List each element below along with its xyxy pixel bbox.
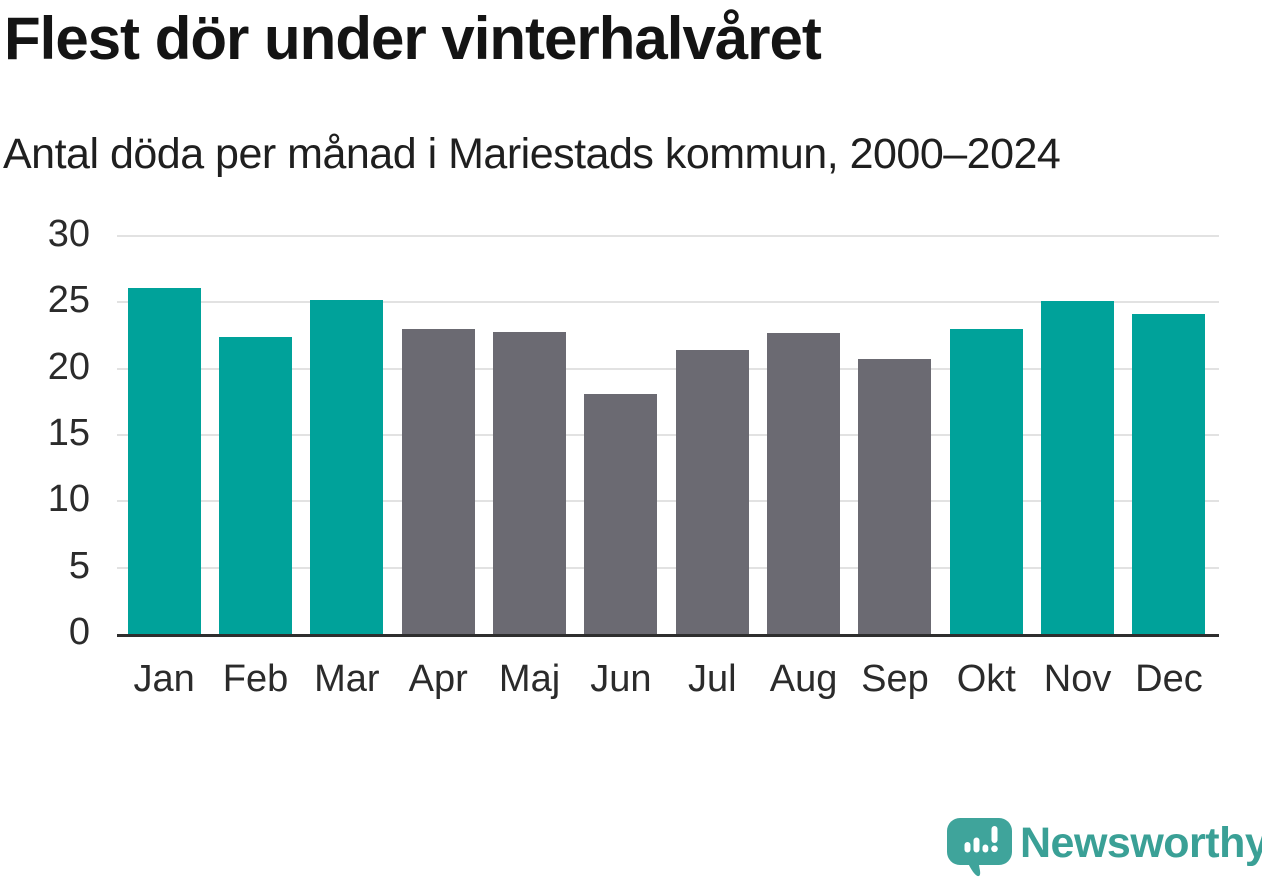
- bar-jun: [584, 393, 658, 634]
- bar-feb: [219, 336, 293, 634]
- bar-dec: [1132, 314, 1206, 634]
- x-axis-label-jan: Jan: [133, 658, 195, 700]
- y-axis-tick-label: 25: [47, 279, 90, 322]
- gridline-y-5: [117, 566, 1219, 569]
- newsworthy-speech-bubble-icon: [947, 818, 1012, 877]
- x-axis-baseline: [117, 634, 1219, 637]
- bar-aug: [767, 332, 841, 634]
- bar-mar: [310, 299, 384, 634]
- bar-maj: [493, 331, 567, 634]
- bar-nov: [1041, 301, 1115, 634]
- x-axis-label-sep: Sep: [861, 658, 929, 700]
- gridline-y-20: [117, 367, 1219, 370]
- gridline-y-10: [117, 500, 1219, 503]
- y-axis-tick-label: 30: [47, 212, 90, 255]
- x-axis-label-nov: Nov: [1043, 658, 1112, 700]
- y-axis-tick-label: 0: [68, 610, 90, 653]
- chart-subtitle: Antal döda per månad i Mariestads kommun…: [3, 130, 1061, 178]
- gridline-y-25: [117, 301, 1219, 304]
- newsworthy-logo: Newsworthy: [946, 817, 1262, 878]
- chart-title: Flest dör under vinterhalvåret: [4, 5, 822, 72]
- newsworthy-brand-text: Newsworthy: [1020, 819, 1262, 867]
- gridline-y-15: [117, 434, 1219, 436]
- x-axis-label-feb: Feb: [222, 658, 289, 700]
- x-axis-label-maj: Maj: [498, 658, 561, 700]
- y-axis-tick-label: 20: [47, 345, 90, 388]
- bar-sep: [858, 359, 932, 634]
- bar-jul: [675, 350, 749, 634]
- x-axis-label-jul: Jul: [687, 658, 737, 700]
- bar-okt: [949, 328, 1023, 634]
- x-axis-label-okt: Okt: [956, 658, 1016, 700]
- x-axis-label-jun: Jun: [590, 658, 652, 700]
- x-axis-label-apr: Apr: [408, 658, 468, 700]
- x-axis-label-dec: Dec: [1135, 658, 1203, 700]
- bar-jan: [127, 287, 201, 634]
- bar-apr: [401, 328, 475, 634]
- y-axis-tick-label: 15: [47, 411, 90, 454]
- gridline-y-30: [117, 235, 1219, 237]
- x-axis-label-mar: Mar: [314, 658, 380, 700]
- x-axis-label-aug: Aug: [769, 658, 838, 700]
- y-axis-tick-label: 5: [68, 544, 90, 587]
- y-axis-tick-label: 10: [47, 478, 90, 521]
